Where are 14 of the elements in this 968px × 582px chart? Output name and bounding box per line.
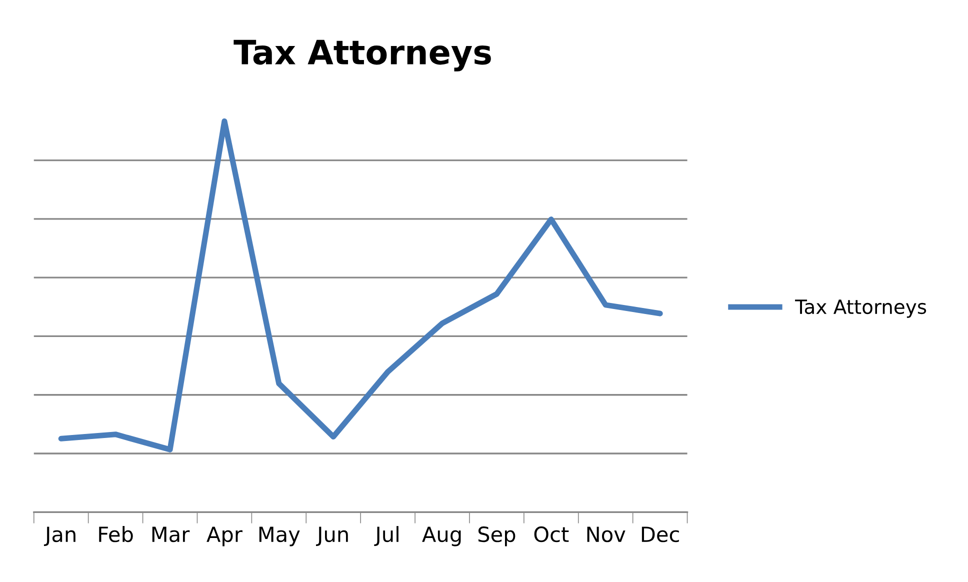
x-tick-label: Jul bbox=[374, 526, 398, 546]
x-tick-label: Mar bbox=[152, 526, 190, 542]
x-tick-label: May bbox=[259, 526, 300, 546]
x-tick-label: Jun bbox=[316, 526, 348, 546]
x-tick-label: Apr bbox=[206, 526, 242, 546]
x-tick-label: Jan bbox=[44, 526, 76, 546]
x-tick-label: Feb bbox=[99, 526, 133, 542]
x-tick-label: Aug bbox=[422, 526, 461, 546]
x-tick-label: Sep bbox=[478, 526, 516, 546]
chart-title: Tax Attorneys bbox=[234, 40, 491, 72]
legend-label: Tax Attorneys bbox=[795, 300, 926, 318]
x-tick-label: Nov bbox=[587, 526, 626, 542]
x-tick-label: Dec bbox=[642, 526, 679, 542]
x-tick-label: Oct bbox=[534, 526, 569, 542]
